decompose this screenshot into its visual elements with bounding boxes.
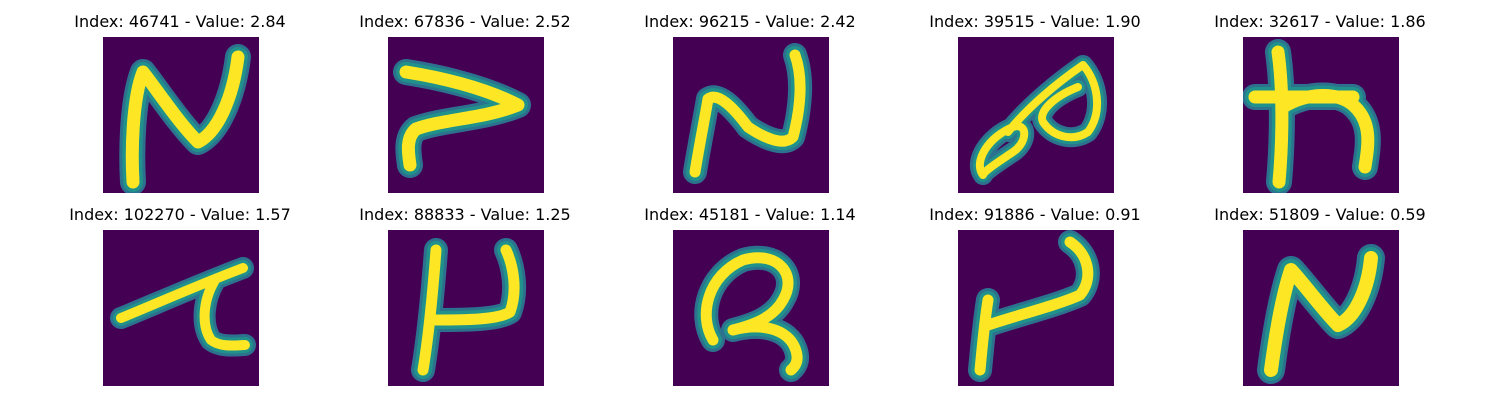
image-title: Index: 96215 - Value: 2.42 [644, 12, 856, 31]
image-title: Index: 51809 - Value: 0.59 [1214, 205, 1426, 224]
glyph-image [388, 230, 544, 386]
image-title: Index: 88833 - Value: 1.25 [359, 205, 571, 224]
image-title: Index: 46741 - Value: 2.84 [74, 12, 286, 31]
image-title: Index: 45181 - Value: 1.14 [644, 205, 856, 224]
image-title: Index: 67836 - Value: 2.52 [359, 12, 571, 31]
image-title: Index: 39515 - Value: 1.90 [929, 12, 1141, 31]
glyph-image [388, 37, 544, 193]
image-title: Index: 32617 - Value: 1.86 [1214, 12, 1426, 31]
glyph-image [958, 230, 1114, 386]
glyph-image [1243, 230, 1399, 386]
glyph-image [103, 230, 259, 386]
glyph-image [673, 37, 829, 193]
glyph-image [958, 37, 1114, 193]
glyph-image [1243, 37, 1399, 193]
image-title: Index: 102270 - Value: 1.57 [69, 205, 291, 224]
glyph-image [103, 37, 259, 193]
glyph-image [673, 230, 829, 386]
image-title: Index: 91886 - Value: 0.91 [929, 205, 1141, 224]
